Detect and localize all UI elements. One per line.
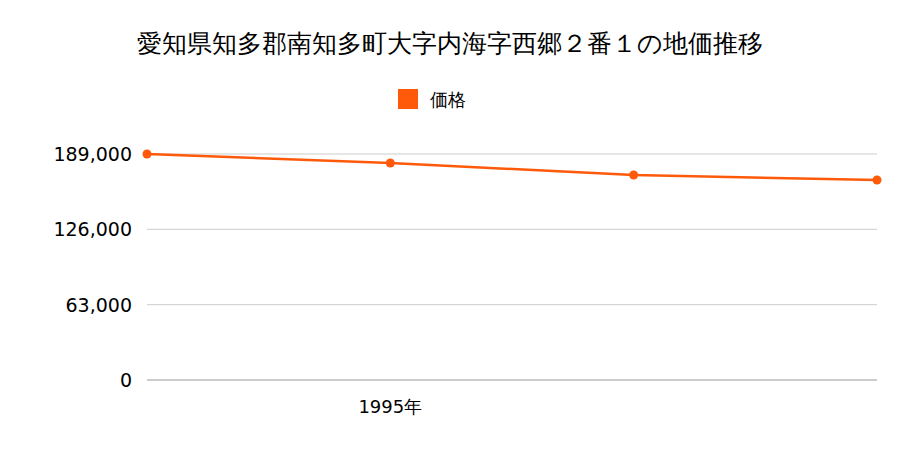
y-tick-label: 63,000 [66,294,132,316]
grid-line [147,154,877,155]
point [143,150,152,159]
grid-line [147,229,877,230]
y-tick-label: 126,000 [53,218,132,240]
grid-line [147,380,877,381]
legend-swatch [398,89,418,109]
legend-label: 価格 [430,89,466,110]
point [386,158,395,167]
grid-line [147,304,877,305]
point [873,175,882,184]
y-tick-label: 189,000 [53,143,132,165]
plot-area [143,150,882,185]
line [147,154,877,180]
chart: 愛知県知多郡南知多町大字内海字西郷２番１の地価推移価格 0 63,000 126,00… [0,0,900,450]
title: 愛知県知多郡南知多町大字内海字西郷２番１の地価推移 [137,29,763,58]
y-tick-label: 0 [120,369,132,391]
point [629,171,638,180]
x-tick-label: 1995年 [358,396,422,417]
